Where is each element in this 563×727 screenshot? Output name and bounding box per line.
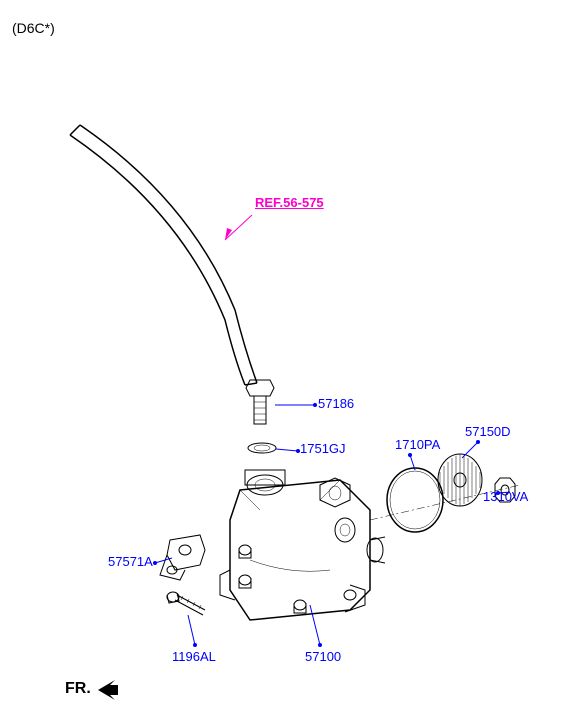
part-label-57571A[interactable]: 57571A xyxy=(108,554,153,569)
model-code-label: (D6C*) xyxy=(12,20,55,36)
part-label-1751GJ[interactable]: 1751GJ xyxy=(300,441,346,456)
parts-diagram xyxy=(0,0,563,727)
part-label-57100[interactable]: 57100 xyxy=(305,649,341,664)
part-label-1196AL[interactable]: 1196AL xyxy=(172,649,216,664)
part-label-57150D[interactable]: 57150D xyxy=(465,424,511,439)
part-label-1310VA[interactable]: 1310VA xyxy=(483,489,528,504)
part-label-57186[interactable]: 57186 xyxy=(318,396,354,411)
reference-link[interactable]: REF.56-575 xyxy=(255,195,324,210)
front-direction-label: FR. xyxy=(65,680,91,698)
part-label-1710PA[interactable]: 1710PA xyxy=(395,437,440,452)
